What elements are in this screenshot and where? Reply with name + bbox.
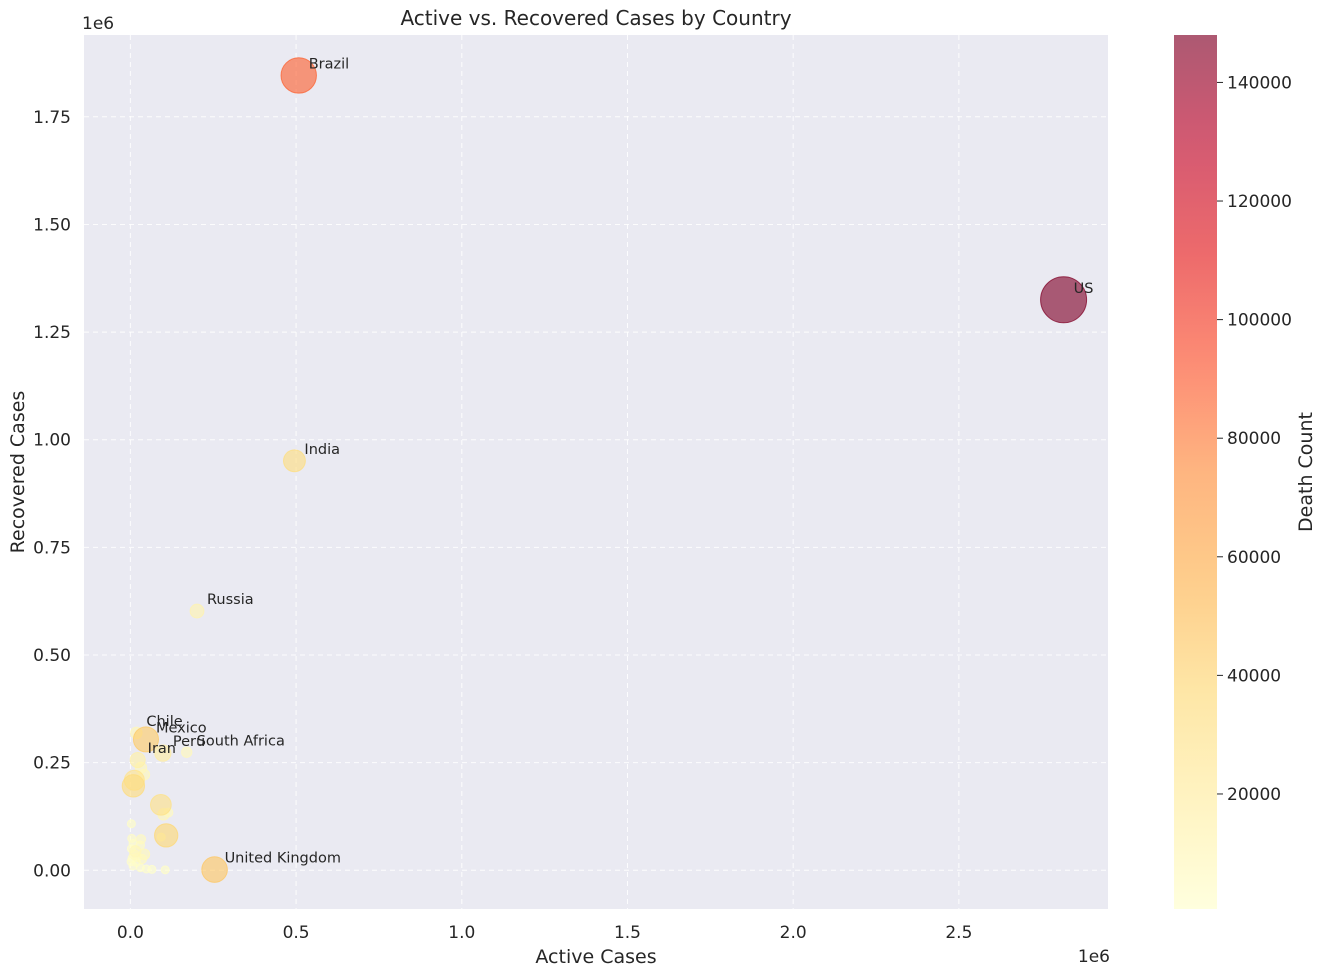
data-point-iran [129, 751, 146, 769]
grid-lines [84, 35, 1108, 909]
y-tick-label: 1.25 [33, 323, 71, 343]
colorbar-label: Death Count [1295, 412, 1317, 532]
x-tick-label: 2.5 [945, 923, 972, 943]
y-tick-label: 1.00 [33, 431, 71, 451]
data-point [135, 834, 147, 845]
y-axis-multiplier: 1e6 [82, 14, 114, 34]
colorbar-tick-label: 80000 [1227, 429, 1281, 449]
point-annotations: US Brazil India Russia ChileMexicoPeruSouth … [146, 56, 1093, 866]
x-axis-multiplier: 1e6 [1078, 947, 1110, 967]
plot-area [84, 35, 1108, 909]
y-tick-labels: 0.00 0.25 0.50 0.75 1.00 1.25 1.50 1.75 [33, 108, 71, 881]
point-label: South Africa [197, 733, 285, 749]
point-label: Chile [146, 714, 182, 730]
data-point [127, 833, 137, 843]
point-label: Mexico [156, 720, 207, 736]
data-point [121, 774, 146, 798]
point-label: India [304, 442, 340, 458]
y-tick-label: 0.50 [33, 646, 71, 666]
x-tick-label: 2.0 [780, 923, 807, 943]
y-tick-label: 1.50 [33, 215, 71, 235]
y-tick-label: 0.00 [33, 861, 71, 881]
colorbar-tick-label: 140000 [1227, 73, 1292, 93]
x-tick-label: 0.0 [117, 923, 144, 943]
data-point [126, 819, 136, 829]
x-tick-label: 1.0 [448, 923, 475, 943]
data-point-mexico [132, 726, 160, 753]
data-point-united-kingdom [201, 856, 228, 883]
data-point-india [283, 449, 306, 473]
data-point-us [1040, 276, 1088, 324]
x-tick-label: 0.5 [283, 923, 310, 943]
data-point [129, 845, 142, 858]
data-point [150, 793, 172, 816]
data-point-brazil [280, 57, 317, 94]
point-label: US [1074, 281, 1094, 297]
chart-title: Active vs. Recovered Cases by Country [400, 6, 791, 30]
data-point-peru [154, 744, 172, 762]
data-point [154, 823, 179, 848]
x-tick-label: 1.5 [614, 923, 641, 943]
colorbar [1174, 35, 1217, 909]
data-points [121, 57, 1088, 883]
y-axis-label: Recovered Cases [7, 391, 29, 554]
colorbar-tick-label: 40000 [1227, 666, 1281, 686]
colorbar-ticks: 20000 40000 60000 80000 100000 120000 140000 [1217, 73, 1292, 805]
colorbar-tick-label: 60000 [1227, 548, 1281, 568]
colorbar-tick-label: 100000 [1227, 311, 1292, 331]
colorbar-tick-label: 20000 [1227, 785, 1281, 805]
colorbar-tick-label: 120000 [1227, 192, 1292, 212]
point-label: Iran [148, 741, 176, 757]
data-point-russia [189, 603, 205, 619]
x-axis-label: Active Cases [535, 946, 656, 968]
point-label: Brazil [309, 56, 349, 72]
y-tick-label: 1.75 [33, 108, 71, 128]
point-label: Peru [173, 734, 205, 750]
y-tick-label: 0.75 [33, 538, 71, 558]
y-tick-label: 0.25 [33, 754, 71, 774]
data-point [160, 865, 170, 875]
data-point-south-africa [181, 746, 193, 758]
point-label: Russia [207, 592, 254, 608]
x-tick-labels: 0.0 0.5 1.0 1.5 2.0 2.5 [117, 923, 973, 943]
point-label: United Kingdom [225, 851, 341, 867]
